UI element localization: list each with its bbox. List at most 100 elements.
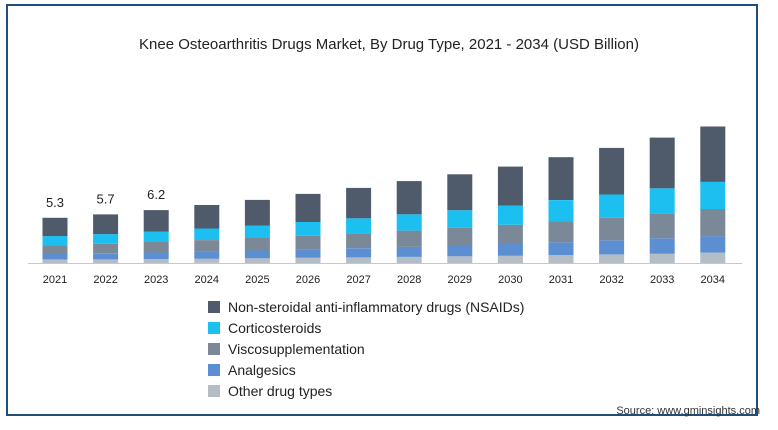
x-tick-label-2034: 2034 (701, 274, 725, 286)
bar-segment-2029-2 (447, 227, 473, 246)
bar-segment-2023-3 (143, 231, 169, 242)
x-tick-label-2029: 2029 (448, 274, 472, 286)
bar-segment-2026-3 (295, 222, 321, 236)
x-tick-label-2031: 2031 (549, 274, 573, 286)
data-label-2022: 5.7 (97, 191, 115, 206)
data-label-2021: 5.3 (46, 195, 64, 210)
bar-segment-2032-3 (599, 194, 625, 218)
bar-segment-2033-3 (649, 188, 675, 214)
legend-item: Viscosupplementation (208, 338, 524, 359)
bar-segment-2032-4 (599, 147, 625, 195)
bar-segment-2026-1 (295, 249, 321, 258)
bar-segment-2029-3 (447, 210, 473, 228)
bar-segment-2023-2 (143, 242, 169, 253)
legend-label: Other drug types (228, 382, 333, 399)
bar-segment-2026-4 (295, 193, 321, 222)
bar-segment-2021-1 (42, 254, 68, 260)
x-tick-label-2033: 2033 (650, 274, 674, 286)
chart-frame (6, 4, 758, 416)
legend-label: Non-steroidal anti-inflammatory drugs (N… (228, 298, 525, 315)
bar-segment-2034-3 (700, 181, 726, 209)
legend-item: Corticosteroids (208, 317, 524, 338)
legend-swatch (208, 321, 220, 334)
legend-item: Analgesics (208, 359, 524, 380)
x-tick-label-2023: 2023 (144, 274, 168, 286)
legend-swatch (208, 363, 220, 376)
bar-segment-2033-2 (649, 213, 675, 239)
bar-segment-2022-0 (93, 259, 119, 263)
bar-segment-2025-3 (244, 225, 270, 238)
bar-segment-2023-1 (143, 252, 169, 259)
bar-segment-2024-2 (194, 240, 220, 252)
bar-segment-2032-0 (599, 254, 625, 263)
bar-segment-2026-0 (295, 257, 321, 263)
bar-segment-2027-4 (346, 187, 372, 219)
bar-segment-2022-4 (93, 214, 119, 235)
bar-segment-2024-3 (194, 228, 220, 240)
bar-segment-2026-2 (295, 235, 321, 250)
bar-segment-2023-0 (143, 259, 169, 263)
bar-segment-2029-0 (447, 256, 473, 263)
bar-segment-2027-0 (346, 257, 372, 263)
chart-legend: Non-steroidal anti-inflammatory drugs (N… (208, 296, 524, 401)
x-tick-label-2027: 2027 (346, 274, 370, 286)
bar-segment-2029-4 (447, 174, 473, 211)
bar-segment-2028-2 (396, 230, 422, 247)
bar-segment-2034-2 (700, 209, 726, 237)
bar-segment-2025-2 (244, 238, 270, 251)
legend-label: Analgesics (228, 361, 296, 378)
bar-segment-2021-2 (42, 245, 68, 255)
x-tick-label-2021: 2021 (43, 274, 67, 286)
bar-segment-2025-0 (244, 258, 270, 263)
legend-label: Viscosupplementation (228, 340, 365, 357)
x-tick-label-2032: 2032 (599, 274, 623, 286)
bar-segment-2027-1 (346, 248, 372, 258)
bar-segment-2024-4 (194, 205, 220, 229)
bar-segment-2034-4 (700, 126, 726, 182)
x-tick-label-2022: 2022 (93, 274, 117, 286)
chart-title: Knee Osteoarthritis Drugs Market, By Dru… (139, 36, 639, 53)
bar-segment-2027-2 (346, 233, 372, 249)
bar-segment-2024-0 (194, 258, 220, 263)
bar-segment-2025-4 (244, 199, 270, 226)
legend-item: Non-steroidal anti-inflammatory drugs (N… (208, 296, 524, 317)
data-label-2023: 6.2 (147, 187, 165, 202)
bar-segment-2032-1 (599, 240, 625, 255)
bar-segment-2031-2 (548, 221, 574, 243)
legend-swatch (208, 300, 220, 313)
bar-chart: 2021 5.3 2022 5.7 2023 6.2 2024 2025 2026 2027 202… (28, 126, 742, 286)
bar-segment-2030-0 (497, 255, 523, 264)
x-tick-label-2026: 2026 (296, 274, 320, 286)
legend-swatch (208, 342, 220, 355)
bar-segment-2031-4 (548, 157, 574, 200)
bar-segment-2034-0 (700, 252, 726, 263)
bar-segment-2028-0 (396, 256, 422, 263)
source-note: Source: www.gminsights.com (616, 405, 760, 417)
bar-segment-2023-4 (143, 210, 169, 232)
bar-segment-2022-1 (93, 253, 119, 260)
bar-segment-2022-3 (93, 234, 119, 244)
bar-segment-2031-1 (548, 242, 574, 256)
bar-segment-2024-1 (194, 251, 220, 259)
bar-segment-2030-1 (497, 244, 523, 256)
bar-segment-2027-3 (346, 218, 372, 234)
bar-segment-2033-1 (649, 238, 675, 254)
bar-segment-2021-3 (42, 236, 68, 246)
bar-segment-2030-2 (497, 224, 523, 244)
x-tick-label-2030: 2030 (498, 274, 522, 286)
bar-segment-2021-4 (42, 217, 68, 237)
legend-label: Corticosteroids (228, 319, 322, 336)
bar-segment-2028-3 (396, 214, 422, 231)
bar-segment-2033-4 (649, 137, 675, 189)
bar-segment-2031-3 (548, 200, 574, 222)
bar-segment-2031-0 (548, 255, 574, 263)
bar-segment-2028-4 (396, 181, 422, 215)
bar-segment-2021-0 (42, 259, 68, 263)
bar-segment-2030-3 (497, 205, 523, 225)
legend-swatch (208, 384, 220, 397)
bar-segment-2030-4 (497, 166, 523, 206)
x-tick-label-2025: 2025 (245, 274, 269, 286)
bar-segment-2029-1 (447, 245, 473, 257)
x-tick-label-2028: 2028 (397, 274, 421, 286)
bar-segment-2025-1 (244, 250, 270, 259)
